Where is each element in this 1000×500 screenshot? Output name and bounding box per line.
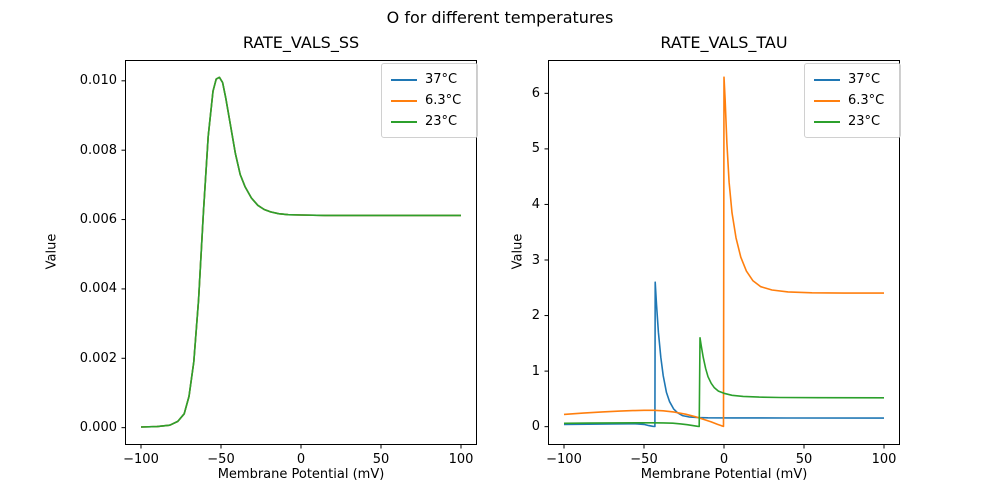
legend-entry: 6.3°C xyxy=(391,90,469,111)
legend-entry: 37°C xyxy=(391,69,469,90)
subplot-tau-title: RATE_VALS_TAU xyxy=(660,33,788,52)
y-tick-label: 3 xyxy=(531,252,540,268)
y-tick-label: 1 xyxy=(531,363,540,379)
y-tick-label: 0.006 xyxy=(79,212,117,228)
x-tick-label: −100 xyxy=(546,452,582,467)
legend-entry: 23°C xyxy=(814,111,892,132)
x-tick-label: 100 xyxy=(448,452,474,467)
tick-marks xyxy=(544,92,885,449)
legend-label: 37°C xyxy=(848,72,881,87)
legend-line-swatch xyxy=(391,99,417,102)
x-tick-label: 50 xyxy=(372,452,390,467)
y-tick-label: 5 xyxy=(531,141,540,157)
legend-entry: 23°C xyxy=(391,111,469,132)
legend-label: 37°C xyxy=(425,72,458,87)
legend-label: 23°C xyxy=(848,114,881,129)
series-line-6.3C xyxy=(563,76,884,428)
legend-label: 6.3°C xyxy=(848,93,885,108)
legend-label: 6.3°C xyxy=(425,93,462,108)
legend-line-swatch xyxy=(814,120,840,123)
x-tick-label: −50 xyxy=(207,452,235,467)
tick-marks xyxy=(121,80,462,449)
legend-line-swatch xyxy=(814,78,840,81)
axes-ss xyxy=(121,60,477,449)
series-line-23C xyxy=(563,336,885,428)
y-tick-label: 0.002 xyxy=(79,350,117,366)
x-tick-label: 50 xyxy=(795,452,813,467)
legend-line-swatch xyxy=(391,120,417,123)
legend-entry: 37°C xyxy=(814,69,892,90)
subplot-ss-title: RATE_VALS_SS xyxy=(242,33,360,52)
axes-frame xyxy=(125,60,477,445)
legend-line-swatch xyxy=(391,78,417,81)
y-tick-label: 0 xyxy=(531,419,540,435)
legend-ss: 37°C 6.3°C 23°C xyxy=(381,63,478,138)
y-tick-label: 4 xyxy=(531,196,540,212)
legend-label: 23°C xyxy=(425,114,458,129)
x-tick-label: 100 xyxy=(871,452,897,467)
subplot-tau-xaxis-label: Membrane Potential (mV) xyxy=(640,467,808,482)
y-tick-label: 0.000 xyxy=(79,420,117,436)
x-tick-label: −50 xyxy=(630,452,658,467)
series-line-23C xyxy=(140,76,461,428)
subplot-ss-xaxis-label: Membrane Potential (mV) xyxy=(217,467,385,482)
y-tick-label: 0.010 xyxy=(79,73,117,89)
legend-entry: 6.3°C xyxy=(814,90,892,111)
y-tick-label: 0.008 xyxy=(79,142,117,158)
x-tick-label: 0 xyxy=(719,452,729,467)
axes-frame xyxy=(548,60,900,445)
figure-suptitle: O for different temperatures xyxy=(386,8,614,27)
legend-tau: 37°C 6.3°C 23°C xyxy=(804,63,901,138)
legend-line-swatch xyxy=(814,99,840,102)
axes-tau xyxy=(544,60,900,449)
x-tick-label: −100 xyxy=(123,452,159,467)
y-tick-label: 0.004 xyxy=(79,281,117,297)
x-tick-label: 0 xyxy=(296,452,306,467)
y-tick-label: 6 xyxy=(531,85,540,101)
y-tick-label: 2 xyxy=(531,308,540,324)
